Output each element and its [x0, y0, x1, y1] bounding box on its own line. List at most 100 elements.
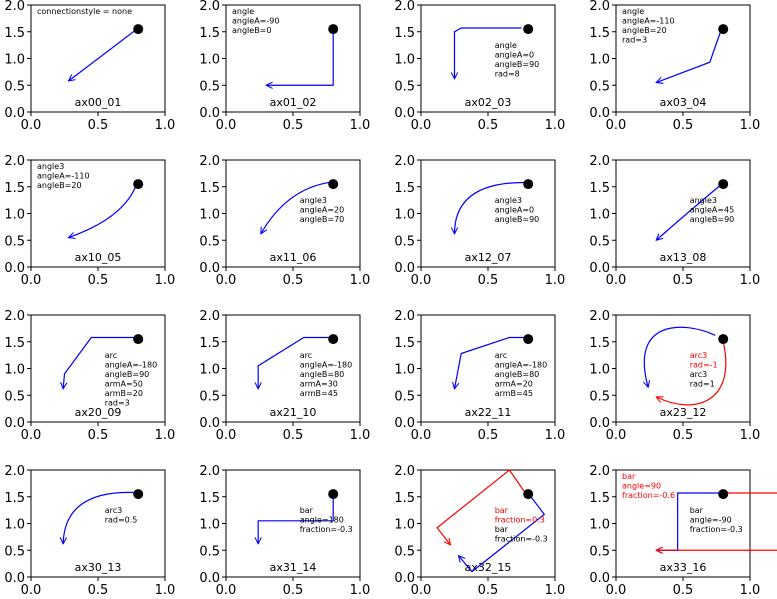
x-tick-label: 0.0	[216, 428, 237, 443]
axes-frame	[225, 314, 361, 423]
y-tick-label: 1.5	[394, 491, 415, 506]
annotation-text: connectionstyle = none	[37, 7, 132, 16]
x-tick-label: 0.5	[283, 118, 304, 133]
x-tick-label: 0.5	[283, 583, 304, 598]
y-tick-label: 1.0	[199, 53, 220, 68]
connection-arrow	[656, 31, 722, 83]
y-tick-label: 1.5	[199, 26, 220, 41]
y-tick-label: 1.5	[4, 26, 25, 41]
subplot-ax10_05: 0.0 0.5 1.00.00.51.01.52.0ax10_05angle3ang…	[4, 154, 175, 288]
y-tick-label: 1.0	[4, 363, 25, 378]
subplot-label: ax33_16	[660, 561, 707, 574]
y-tick-label: 1.0	[199, 363, 220, 378]
annotation-text: angle=-90	[690, 515, 732, 524]
y-tick-label: 0.0	[199, 261, 220, 276]
annotation-text: bar	[300, 506, 314, 515]
x-tick-label: 0.0	[21, 583, 42, 598]
y-tick-label: 0.5	[4, 79, 25, 94]
connection-arrow	[258, 336, 330, 388]
subplot-ax02_03: 0.0 0.5 1.00.00.51.01.52.0ax02_03angleangl…	[394, 0, 565, 133]
subplot-ax20_09: 0.0 0.5 1.0 0.0 0.5 1.0 1.5 2.0 ax20_09 arcangleA…	[4, 309, 175, 443]
y-tick-label: 1.0	[589, 518, 610, 533]
x-tick-label: 0.0	[606, 118, 627, 133]
annotation-text: rad=-1	[690, 360, 718, 369]
y-tick-label: 2.0	[394, 464, 415, 479]
annotation-text: angleB=70	[300, 215, 345, 224]
marker-point	[133, 334, 144, 345]
subplot-label: ax22_11	[465, 406, 512, 419]
subplot-label: ax13_08	[660, 251, 707, 264]
subplot-ax13_08: 0.0 0.5 1.00.00.51.01.52.0ax13_08angle3ang…	[589, 154, 760, 288]
annotation-text: armB=45	[300, 389, 338, 398]
y-tick-label: 2.0	[589, 0, 610, 14]
annotation-text: arc3	[690, 351, 708, 360]
subplot-ax30_13: 0.0 0.5 1.0 0.0 0.5 1.0 1.5 2.0 ax30_13 arc3rad=0…	[4, 464, 175, 598]
subplot-label: ax03_04	[660, 96, 707, 109]
annotation-text: arc	[300, 351, 312, 360]
annotation-text: bar	[622, 472, 636, 481]
connection-arrow	[656, 184, 721, 240]
subplot-label: ax10_05	[75, 251, 122, 264]
axes-frame	[615, 469, 751, 578]
y-tick-label: 1.5	[394, 336, 415, 351]
x-tick-label: 0.0	[216, 583, 237, 598]
marker-point	[133, 179, 144, 190]
annotation-text: angleB=80	[300, 370, 345, 379]
y-tick-label: 2.0	[199, 464, 220, 479]
annotation-text: angle3	[37, 162, 64, 171]
y-tick-label: 1.5	[394, 26, 415, 41]
y-tick-label: 2.0	[394, 309, 415, 324]
annotation-text: fraction=-0.3	[690, 525, 743, 534]
y-tick-label: 1.0	[394, 518, 415, 533]
marker-point	[718, 179, 729, 190]
annotation-text: angleA=-180	[495, 360, 548, 369]
connection-arrow	[258, 496, 334, 544]
x-tick-label: 0.0	[606, 273, 627, 288]
connection-arrow	[69, 29, 136, 81]
y-tick-label: 1.5	[589, 491, 610, 506]
annotation-text: armA=50	[105, 379, 143, 388]
annotation-text: angleB=90	[495, 215, 540, 224]
x-tick-label: 0.0	[216, 273, 237, 288]
y-tick-label: 1.0	[589, 363, 610, 378]
y-tick-label: 0.0	[199, 571, 220, 586]
y-tick-label: 0.5	[394, 389, 415, 404]
x-tick-label: 0.5	[673, 428, 694, 443]
y-tick-label: 0.5	[394, 79, 415, 94]
subplot-ax22_11: 0.0 0.5 1.0 0.0 0.5 1.0 1.5 2.0 ax22_11 arcangleA…	[394, 309, 565, 443]
marker-point	[328, 179, 339, 190]
x-tick-label: 1.0	[545, 583, 566, 598]
annotation-text: angle=180	[300, 515, 344, 524]
x-tick-label: 0.0	[606, 583, 627, 598]
y-tick-label: 1.5	[394, 181, 415, 196]
annotation-text: armB=20	[105, 389, 143, 398]
connection-arrow	[266, 31, 334, 86]
marker-point	[523, 334, 534, 345]
subplot-ax00_01: 0.0 0.5 1.0 0.0 0.5 1.0 1.5 2.0 ax00_01 connectio…	[4, 0, 175, 133]
subplot-ax01_02: 0.0 0.5 1.00.00.51.01.52.0ax01_02angleangl…	[199, 0, 370, 133]
x-tick-label: 0.0	[21, 273, 42, 288]
x-tick-label: 1.0	[155, 583, 176, 598]
annotation-text: angle	[495, 41, 517, 50]
y-tick-label: 1.0	[589, 53, 610, 68]
axes-frame	[30, 159, 166, 268]
x-tick-label: 1.0	[740, 273, 761, 288]
y-tick-label: 0.0	[199, 106, 220, 121]
annotation-text: angleA=-110	[37, 172, 90, 181]
annotation-text: bar	[495, 506, 509, 515]
y-tick-label: 1.5	[4, 181, 25, 196]
y-tick-label: 0.5	[589, 79, 610, 94]
subplot-ax03_04: 0.0 0.5 1.00.00.51.01.52.0ax03_04angleangl…	[589, 0, 760, 133]
axes-frame	[225, 469, 361, 578]
annotation-text: rad=1	[690, 379, 715, 388]
y-tick-label: 1.5	[199, 336, 220, 351]
subplot-label: ax30_13	[75, 561, 122, 574]
x-tick-label: 1.0	[155, 428, 176, 443]
x-tick-label: 1.0	[545, 273, 566, 288]
annotation-text: armA=30	[300, 379, 338, 388]
x-tick-label: 0.0	[606, 428, 627, 443]
y-tick-label: 0.5	[4, 544, 25, 559]
axes-frame	[225, 4, 361, 113]
annotation-text: angleA=0	[495, 205, 534, 214]
